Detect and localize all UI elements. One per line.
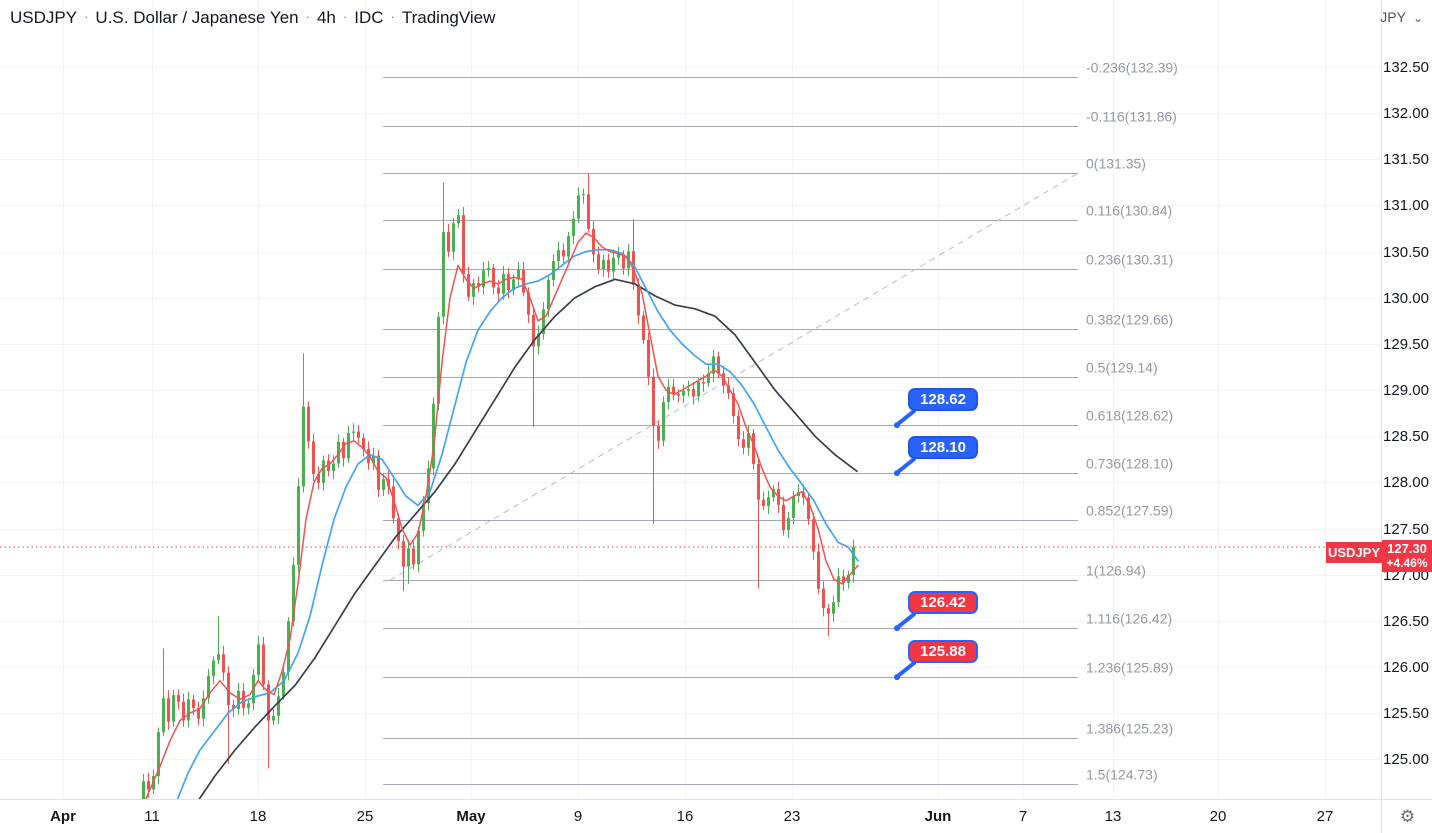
time-axis-label: 11	[144, 808, 160, 825]
time-axis-label: 18	[249, 808, 267, 825]
separator-dot: ·	[84, 9, 89, 24]
separator-dot: ·	[342, 9, 348, 24]
price-callout[interactable]: 128.10	[908, 436, 978, 460]
price-axis-label: 129.00	[1383, 382, 1429, 400]
tradingview-brand-label[interactable]: TradingView	[401, 8, 496, 27]
fib-level-label: 0.736(128.10)	[1086, 456, 1173, 472]
price-axis-label: 130.00	[1383, 289, 1429, 307]
price-callout-tail	[897, 612, 916, 629]
price-axis[interactable]: JPY ⌄ 132.50 132.00 131.50 131.00 130.50 130.0…	[1380, 0, 1432, 799]
time-axis-label: 9	[573, 808, 583, 825]
price-axis-label: 125.50	[1383, 705, 1429, 723]
ma-fast-line[interactable]	[143, 232, 859, 799]
last-price-badge: 127.30 +4.46%	[1382, 540, 1432, 572]
price-callout-label: 126.42	[920, 594, 966, 612]
time-axis-label: Apr	[50, 808, 76, 825]
exchange-label: IDC	[354, 8, 384, 27]
separator-dot: ·	[390, 9, 395, 24]
timeframe-label[interactable]: 4h	[316, 8, 336, 27]
fib-level-label: -0.116(131.86)	[1086, 109, 1177, 125]
time-axis-label: 23	[783, 808, 801, 825]
symbol-description: U.S. Dollar / Japanese Yen	[95, 8, 299, 27]
time-axis-label: 13	[1104, 808, 1122, 825]
price-axis-label: 126.00	[1383, 658, 1429, 676]
price-axis-label: 132.00	[1383, 105, 1429, 123]
time-axis-label: May	[456, 808, 486, 825]
grid	[0, 0, 1381, 799]
time-axis-label: 16	[676, 808, 694, 825]
fib-level-label: 1.116(126.42)	[1086, 611, 1172, 627]
fib-level-label: 1.386(125.23)	[1086, 721, 1173, 737]
time-axis-label: Jun	[924, 808, 952, 825]
time-axis-label: 27	[1316, 808, 1334, 825]
fib-level-label: -0.236(132.39)	[1086, 60, 1178, 76]
price-callout-tail	[897, 457, 916, 474]
price-axis-label: 127.50	[1383, 520, 1429, 538]
price-callout-anchor-dot	[894, 674, 900, 681]
chart-plot-area: -0.236(132.39) -0.116(131.86) 0(131.35) 0.1…	[0, 0, 1381, 799]
time-axis[interactable]: Apr 11 18 25 May 9 16 23 Jun 7 13 20 27	[0, 799, 1381, 833]
last-price-change: +4.46%	[1386, 555, 1428, 570]
currency-toggle[interactable]: JPY ⌄	[1380, 9, 1423, 25]
time-axis-label: 20	[1209, 808, 1227, 825]
ma-slow-line[interactable]	[195, 278, 858, 799]
fib-level-label: 0.382(129.66)	[1086, 312, 1173, 328]
candlesticks	[142, 173, 855, 799]
price-axis-label: 132.50	[1383, 59, 1429, 76]
price-axis-label: 128.50	[1383, 428, 1429, 446]
axis-settings-corner: ⚙	[1381, 799, 1432, 833]
chart-canvas[interactable]: -0.236(132.39) -0.116(131.86) 0(131.35) 0.1…	[0, 0, 1381, 799]
fib-retracement-tool[interactable]: -0.236(132.39) -0.116(131.86) 0(131.35) 0.1…	[383, 60, 1178, 785]
price-callout-label: 125.88	[920, 643, 966, 661]
price-axis-label: 125.00	[1383, 751, 1429, 769]
separator-dot: ·	[305, 9, 310, 24]
currency-label: JPY	[1380, 9, 1406, 25]
price-callout-label: 128.62	[920, 391, 966, 409]
price-callout[interactable]: 126.42	[908, 591, 978, 615]
fib-level-label: 0.116(130.84)	[1086, 203, 1172, 219]
fib-level-label: 0(131.35)	[1086, 156, 1146, 172]
price-callout[interactable]: 125.88	[908, 640, 978, 664]
price-axis-label: 131.50	[1383, 151, 1429, 169]
fib-level-label: 1.5(124.73)	[1086, 767, 1158, 783]
symbol-title[interactable]: USDJPY	[10, 8, 78, 27]
chevron-down-icon: ⌄	[1412, 11, 1423, 25]
fib-level-label: 1.236(125.89)	[1086, 660, 1173, 676]
chart-legend: USDJPY · U.S. Dollar / Japanese Yen · 4h · IDC…	[10, 8, 495, 28]
time-axis-label: 7	[1018, 808, 1028, 825]
fib-level-label: 0.5(129.14)	[1086, 360, 1158, 376]
price-callout-tail	[897, 661, 916, 678]
price-callout-anchor-dot	[894, 470, 900, 477]
price-axis-label: 128.00	[1383, 474, 1429, 492]
price-axis-label: 130.50	[1383, 243, 1429, 261]
fib-level-label: 0.618(128.62)	[1086, 408, 1173, 424]
fib-level-label: 0.852(127.59)	[1086, 503, 1173, 519]
last-price-value: 127.30	[1387, 540, 1427, 556]
price-axis-label: 129.50	[1383, 335, 1429, 353]
price-callout-tail	[897, 409, 916, 426]
ma-mid-line[interactable]	[175, 248, 859, 799]
price-callout[interactable]: 128.62	[908, 388, 978, 412]
price-callout-anchor-dot	[894, 422, 900, 429]
price-callout-label: 128.10	[920, 439, 966, 457]
price-axis-label: 126.50	[1383, 612, 1429, 630]
time-axis-label: 25	[356, 808, 374, 825]
gear-icon[interactable]: ⚙	[1399, 807, 1416, 826]
fib-level-label: 0.236(130.31)	[1086, 252, 1173, 268]
fib-level-label: 1(126.94)	[1086, 563, 1146, 579]
last-price-symbol-badge: USDJPY	[1326, 542, 1382, 563]
price-axis-label: 131.00	[1383, 197, 1429, 215]
price-callout-anchor-dot	[894, 625, 900, 632]
